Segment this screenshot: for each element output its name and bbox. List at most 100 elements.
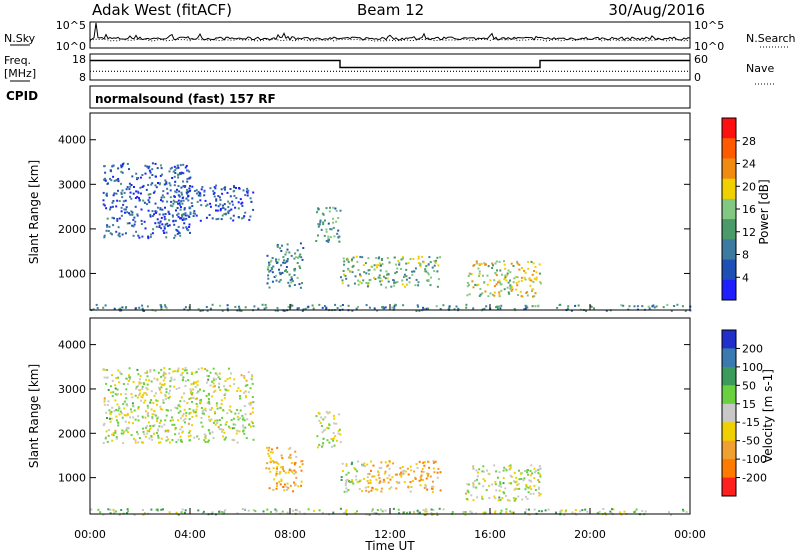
- scatter-cell: [197, 438, 200, 440]
- scatter-cell: [351, 461, 354, 464]
- scatter-cell: [146, 425, 149, 428]
- scatter-cell: [110, 179, 113, 182]
- scatter-cell: [513, 499, 516, 502]
- scatter-cell: [340, 476, 343, 479]
- scatter-cell: [177, 215, 180, 218]
- scatter-cell: [244, 390, 247, 393]
- freq-panel-frame: [89, 53, 691, 81]
- scatter-cell: [109, 232, 112, 235]
- scatter-cell: [276, 485, 278, 487]
- scatter-cell: [406, 467, 409, 470]
- scatter-cell: [162, 190, 165, 193]
- scatter-cell: [324, 219, 326, 222]
- scatter-cell: [370, 460, 373, 463]
- scatter-cell: [531, 305, 534, 308]
- scatter-cell: [141, 174, 144, 176]
- scatter-cell: [212, 193, 215, 195]
- scatter-cell: [148, 428, 151, 431]
- scatter-cell: [188, 223, 191, 226]
- scatter-cell: [362, 264, 365, 267]
- scatter-cell: [150, 183, 153, 186]
- scatter-cell: [344, 274, 347, 277]
- scatter-cell: [466, 489, 469, 492]
- scatter-cell: [407, 262, 410, 264]
- scatter-cell: [481, 470, 484, 473]
- scatter-cell: [111, 439, 114, 442]
- scatter-cell: [133, 437, 135, 440]
- scatter-cell: [128, 188, 131, 191]
- scatter-cell: [142, 416, 145, 419]
- scatter-cell: [401, 283, 404, 286]
- scatter-cell: [176, 213, 179, 216]
- scatter-cell: [424, 484, 427, 487]
- scatter-cell: [152, 191, 155, 194]
- scatter-cell: [529, 469, 532, 472]
- scatter-cell: [357, 269, 360, 271]
- scatter-cell: [103, 422, 106, 425]
- scatter-cell: [325, 411, 328, 414]
- scatter-cell: [539, 467, 542, 470]
- scatter-cell: [477, 283, 480, 286]
- scatter-cell: [398, 263, 401, 266]
- scatter-cell: [388, 487, 391, 490]
- scatter-cell: [196, 384, 199, 387]
- scatter-cell: [208, 418, 211, 421]
- scatter-cell: [409, 490, 412, 493]
- scatter-cell: [428, 256, 431, 259]
- scatter-cell: [328, 441, 331, 444]
- scatter-cell: [318, 443, 321, 446]
- scatter-cell: [321, 444, 324, 446]
- scatter-cell: [411, 273, 414, 276]
- scatter-cell: [112, 200, 115, 202]
- scatter-cell: [148, 196, 151, 199]
- scatter-cell: [401, 279, 404, 282]
- scatter-cell: [447, 308, 450, 311]
- scatter-cell: [430, 276, 432, 279]
- scatter-cell: [151, 438, 154, 441]
- scatter-cell: [141, 307, 144, 310]
- scatter-cell: [113, 509, 116, 512]
- scatter-cell: [513, 277, 516, 280]
- scatter-cell: [286, 243, 289, 246]
- scatter-cell: [385, 270, 388, 273]
- scatter-cell: [236, 415, 239, 418]
- scatter-cell: [373, 512, 376, 514]
- scatter-cell: [520, 472, 522, 475]
- scatter-cell: [123, 191, 126, 194]
- scatter-cell: [497, 499, 500, 502]
- scatter-cell: [517, 294, 519, 296]
- scatter-cell: [251, 407, 254, 410]
- scatter-cell: [269, 470, 272, 473]
- scatter-cell: [293, 284, 296, 286]
- scatter-cell: [274, 274, 277, 277]
- scatter-cell: [175, 511, 178, 514]
- scatter-cell: [432, 509, 435, 511]
- scatter-cell: [238, 307, 241, 310]
- scatter-cell: [163, 367, 166, 370]
- scatter-cell: [177, 438, 180, 441]
- scatter-cell: [293, 463, 296, 466]
- scatter-cell: [651, 305, 654, 308]
- scatter-cell: [319, 422, 322, 424]
- scatter-cell: [197, 308, 200, 310]
- scatter-cell: [120, 372, 123, 375]
- scatter-cell: [160, 216, 163, 219]
- scatter-cell: [238, 305, 240, 308]
- scatter-cell: [475, 284, 478, 287]
- scatter-cell: [435, 305, 438, 308]
- scatter-cell: [167, 438, 170, 441]
- scatter-cell: [519, 290, 522, 293]
- scatter-cell: [109, 508, 112, 511]
- scatter-cell: [403, 275, 406, 278]
- scatter-cell: [500, 509, 503, 512]
- scatter-cell: [301, 459, 304, 462]
- scatter-cell: [393, 305, 396, 308]
- scatter-cell: [514, 481, 517, 484]
- scatter-cell: [132, 218, 135, 221]
- scatter-cell: [209, 202, 212, 205]
- scatter-cell: [120, 412, 123, 415]
- scatter-cell: [493, 495, 496, 498]
- scatter-cell: [162, 379, 165, 382]
- scatter-cell: [280, 478, 283, 481]
- scatter-cell: [502, 491, 505, 494]
